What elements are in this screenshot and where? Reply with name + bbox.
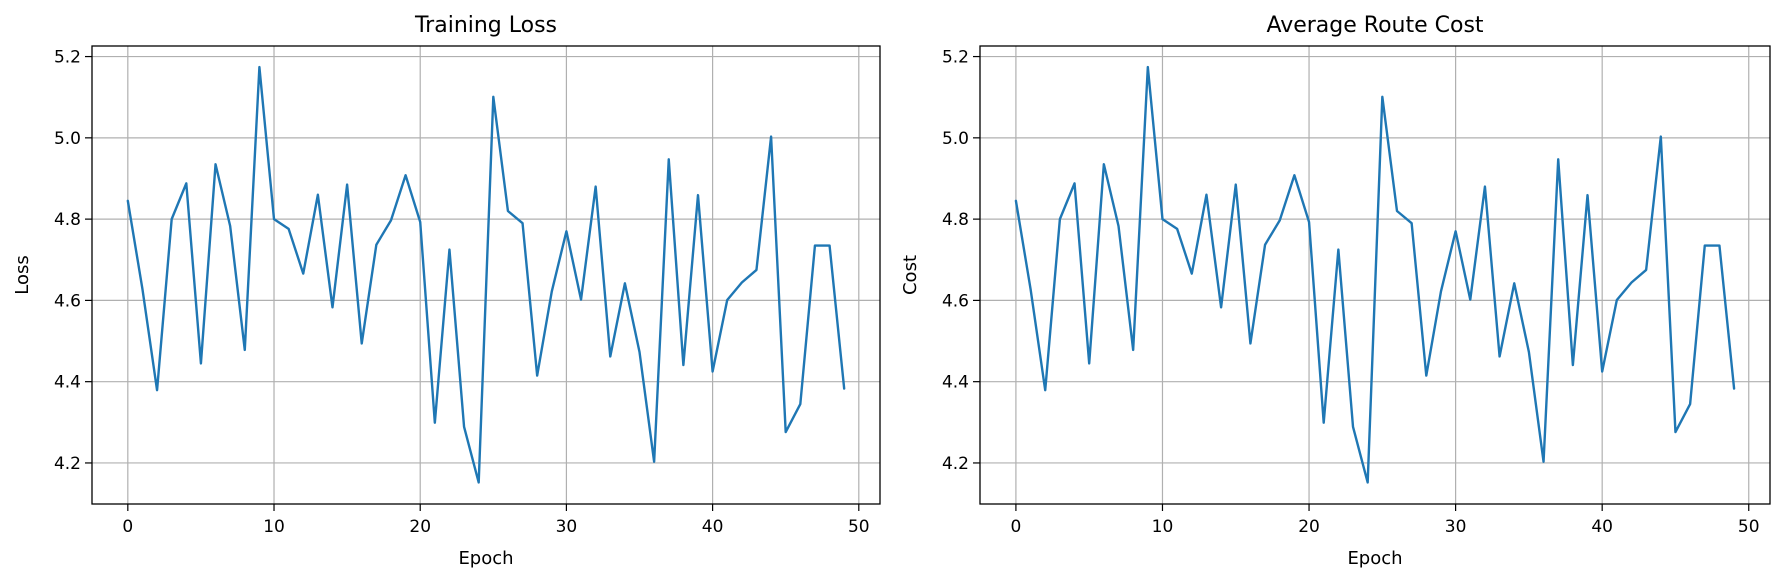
x-tick-label: 0 bbox=[122, 517, 133, 537]
x-tick-label: 50 bbox=[1738, 517, 1760, 537]
y-tick-label: 4.6 bbox=[54, 291, 81, 311]
y-tick-label: 4.8 bbox=[54, 210, 81, 230]
y-tick-label: 4.2 bbox=[942, 454, 969, 474]
x-tick-label: 0 bbox=[1010, 517, 1021, 537]
x-tick-label: 30 bbox=[556, 517, 578, 537]
training-loss-chart: 0 10 20 30 40 50 4.2 4.4 4.6 4.8 5.0 5.2 Training Lo… bbox=[12, 13, 881, 569]
series-line bbox=[126, 65, 846, 484]
y-tick-label: 5.2 bbox=[942, 48, 969, 68]
plot-frame bbox=[91, 45, 881, 505]
x-tick-label: 10 bbox=[1152, 517, 1174, 537]
average-route-cost-chart: 0 10 20 30 40 50 4.2 4.4 4.6 4.8 5.0 5.2 Average Rou… bbox=[900, 13, 1771, 569]
y-axis-label: Loss bbox=[12, 255, 33, 294]
x-tick-label: 30 bbox=[1445, 517, 1467, 537]
x-tick-label: 20 bbox=[1298, 517, 1320, 537]
y-tick-label: 5.2 bbox=[54, 48, 81, 68]
y-axis-label: Cost bbox=[900, 255, 921, 295]
y-tick-label: 4.8 bbox=[942, 210, 969, 230]
y-tick-label: 4.4 bbox=[54, 373, 81, 393]
x-axis-label: Epoch bbox=[458, 548, 513, 569]
y-tick-label: 4.4 bbox=[942, 373, 969, 393]
y-tick-label: 4.2 bbox=[54, 454, 81, 474]
x-tick-label: 50 bbox=[848, 517, 870, 537]
x-axis-label: Epoch bbox=[1347, 548, 1402, 569]
y-tick-label: 5.0 bbox=[942, 129, 969, 149]
chart-title: Training Loss bbox=[414, 13, 557, 38]
y-tick-label: 5.0 bbox=[54, 129, 81, 149]
x-tick-label: 40 bbox=[1591, 517, 1613, 537]
y-tick-label: 4.6 bbox=[942, 291, 969, 311]
x-tick-label: 40 bbox=[702, 517, 724, 537]
plot-frame bbox=[979, 45, 1771, 505]
chart-title: Average Route Cost bbox=[1266, 13, 1483, 38]
x-tick-label: 20 bbox=[409, 517, 431, 537]
x-tick-label: 10 bbox=[263, 517, 285, 537]
series-line bbox=[1014, 65, 1736, 484]
